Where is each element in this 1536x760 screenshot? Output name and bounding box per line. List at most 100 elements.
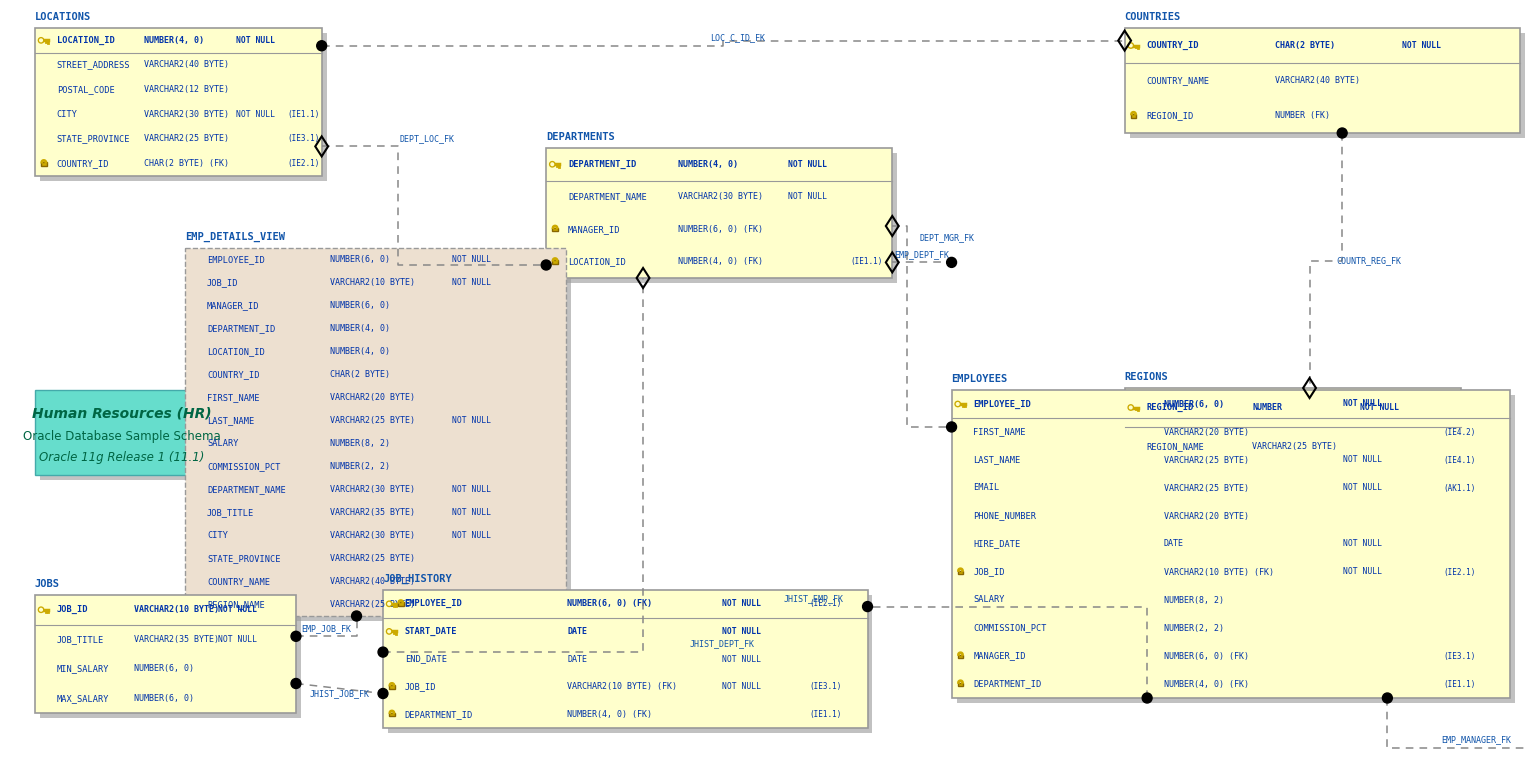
- Text: Human Resources (HR): Human Resources (HR): [32, 407, 212, 421]
- FancyBboxPatch shape: [190, 253, 571, 621]
- Text: JOB_ID: JOB_ID: [974, 568, 1005, 577]
- Text: NOT NULL: NOT NULL: [722, 627, 762, 636]
- FancyBboxPatch shape: [389, 685, 395, 689]
- FancyBboxPatch shape: [547, 148, 892, 278]
- Text: (IE2.1): (IE2.1): [287, 159, 319, 168]
- Text: JOB_ID: JOB_ID: [207, 278, 238, 287]
- Text: DEPARTMENT_NAME: DEPARTMENT_NAME: [568, 192, 647, 201]
- Circle shape: [38, 607, 43, 613]
- FancyBboxPatch shape: [553, 260, 558, 264]
- Circle shape: [1129, 406, 1132, 409]
- Circle shape: [352, 611, 361, 621]
- Text: END_DATE: END_DATE: [406, 654, 447, 663]
- FancyBboxPatch shape: [398, 602, 404, 606]
- Text: NOT NULL: NOT NULL: [722, 654, 762, 663]
- Text: NOT NULL: NOT NULL: [1401, 41, 1441, 50]
- Text: NOT NULL: NOT NULL: [788, 192, 828, 201]
- Text: (IE3.1): (IE3.1): [1444, 651, 1476, 660]
- FancyBboxPatch shape: [40, 600, 301, 718]
- Text: JHIST_DEPT_FK: JHIST_DEPT_FK: [690, 640, 754, 648]
- Text: JHIST_EMP_FK: JHIST_EMP_FK: [783, 594, 843, 603]
- Text: VARCHAR2(25 BYTE): VARCHAR2(25 BYTE): [1252, 442, 1338, 451]
- Text: EMPLOYEE_ID: EMPLOYEE_ID: [207, 255, 264, 264]
- Text: COUNTRY_ID: COUNTRY_ID: [1146, 41, 1200, 50]
- Text: (IE1.1): (IE1.1): [1444, 679, 1476, 689]
- Text: COUNTR_REG_FK: COUNTR_REG_FK: [1336, 256, 1401, 265]
- Text: VARCHAR2(20 BYTE): VARCHAR2(20 BYTE): [1164, 427, 1249, 436]
- Circle shape: [1338, 128, 1347, 138]
- FancyBboxPatch shape: [1129, 33, 1525, 138]
- Text: VARCHAR2(30 BYTE): VARCHAR2(30 BYTE): [144, 110, 229, 119]
- Text: FIRST_NAME: FIRST_NAME: [207, 393, 260, 402]
- Circle shape: [955, 401, 960, 407]
- Text: VARCHAR2(40 BYTE): VARCHAR2(40 BYTE): [330, 577, 415, 586]
- Text: EMP_DEPT_FK: EMP_DEPT_FK: [894, 250, 949, 259]
- Text: DEPARTMENT_ID: DEPARTMENT_ID: [207, 324, 275, 333]
- Circle shape: [40, 39, 43, 42]
- Text: DEPT_MGR_FK: DEPT_MGR_FK: [919, 233, 974, 242]
- Text: JHIST_JOB_FK: JHIST_JOB_FK: [309, 689, 370, 698]
- FancyBboxPatch shape: [958, 682, 963, 686]
- FancyBboxPatch shape: [40, 33, 327, 181]
- Text: (IE3.1): (IE3.1): [287, 135, 319, 144]
- FancyBboxPatch shape: [1124, 28, 1521, 133]
- Text: MIN_SALARY: MIN_SALARY: [57, 664, 109, 673]
- Text: JOB_TITLE: JOB_TITLE: [207, 508, 255, 517]
- Text: STATE_PROVINCE: STATE_PROVINCE: [207, 554, 281, 563]
- Text: COUNTRY_NAME: COUNTRY_NAME: [207, 577, 270, 586]
- Text: EMPLOYEE_ID: EMPLOYEE_ID: [974, 400, 1031, 409]
- Circle shape: [957, 403, 958, 405]
- Text: EMP_MANAGER_FK: EMP_MANAGER_FK: [1441, 736, 1511, 745]
- Text: NUMBER (FK): NUMBER (FK): [1275, 111, 1330, 120]
- Circle shape: [946, 258, 957, 268]
- Text: EMP_JOB_FK: EMP_JOB_FK: [301, 624, 352, 633]
- FancyBboxPatch shape: [957, 395, 1514, 703]
- Text: NUMBER(4, 0) (FK): NUMBER(4, 0) (FK): [677, 257, 763, 266]
- Text: Oracle Database Sample Schema: Oracle Database Sample Schema: [23, 430, 220, 443]
- Circle shape: [290, 679, 301, 689]
- Text: SALARY: SALARY: [207, 439, 238, 448]
- Text: DEPARTMENT_ID: DEPARTMENT_ID: [974, 679, 1041, 689]
- Text: VARCHAR2(10 BYTE): VARCHAR2(10 BYTE): [330, 278, 415, 287]
- Text: JOB_HISTORY: JOB_HISTORY: [382, 574, 452, 584]
- Circle shape: [1143, 693, 1152, 703]
- Text: MANAGER_ID: MANAGER_ID: [207, 301, 260, 310]
- Text: CHAR(2 BYTE) (FK): CHAR(2 BYTE) (FK): [144, 159, 229, 168]
- FancyBboxPatch shape: [958, 571, 963, 574]
- FancyBboxPatch shape: [186, 248, 565, 616]
- FancyBboxPatch shape: [1130, 114, 1137, 118]
- Text: VARCHAR2(25 BYTE): VARCHAR2(25 BYTE): [1164, 455, 1249, 464]
- Text: DEPARTMENT_ID: DEPARTMENT_ID: [568, 160, 636, 169]
- Circle shape: [946, 422, 957, 432]
- Text: Oracle 11g Release 1 (11.1): Oracle 11g Release 1 (11.1): [38, 451, 204, 464]
- Text: POSTAL_CODE: POSTAL_CODE: [57, 85, 114, 94]
- Text: STATE_PROVINCE: STATE_PROVINCE: [57, 135, 131, 144]
- Text: NUMBER(6, 0): NUMBER(6, 0): [134, 664, 194, 673]
- Circle shape: [38, 38, 43, 43]
- Text: NOT NULL: NOT NULL: [1359, 403, 1399, 412]
- Circle shape: [551, 163, 553, 166]
- Text: DATE: DATE: [567, 654, 587, 663]
- Text: NUMBER(4, 0) (FK): NUMBER(4, 0) (FK): [1164, 679, 1249, 689]
- Text: VARCHAR2(12 BYTE): VARCHAR2(12 BYTE): [144, 85, 229, 94]
- Circle shape: [387, 630, 390, 633]
- Text: (IE1.1): (IE1.1): [809, 710, 842, 719]
- Text: COMMISSION_PCT: COMMISSION_PCT: [207, 462, 281, 471]
- Circle shape: [1382, 693, 1392, 703]
- Text: NUMBER(8, 2): NUMBER(8, 2): [1164, 596, 1224, 604]
- Text: VARCHAR2(25 BYTE): VARCHAR2(25 BYTE): [144, 135, 229, 144]
- Text: DEPARTMENT_ID: DEPARTMENT_ID: [406, 710, 473, 719]
- Text: LAST_NAME: LAST_NAME: [974, 455, 1020, 464]
- Text: VARCHAR2(30 BYTE): VARCHAR2(30 BYTE): [677, 192, 763, 201]
- Text: VARCHAR2(25 BYTE): VARCHAR2(25 BYTE): [1164, 483, 1249, 492]
- Text: LOCATION_ID: LOCATION_ID: [568, 257, 625, 266]
- Text: NUMBER(4, 0): NUMBER(4, 0): [330, 347, 390, 356]
- Text: COUNTRIES: COUNTRIES: [1124, 12, 1181, 22]
- Text: REGION_NAME: REGION_NAME: [207, 600, 264, 609]
- Text: NUMBER(4, 0): NUMBER(4, 0): [330, 324, 390, 333]
- Text: NOT NULL: NOT NULL: [1342, 455, 1382, 464]
- Text: (IE2.1): (IE2.1): [1444, 568, 1476, 577]
- Text: NOT NULL: NOT NULL: [1342, 540, 1382, 549]
- Text: LAST_NAME: LAST_NAME: [207, 416, 255, 425]
- Text: CITY: CITY: [57, 110, 78, 119]
